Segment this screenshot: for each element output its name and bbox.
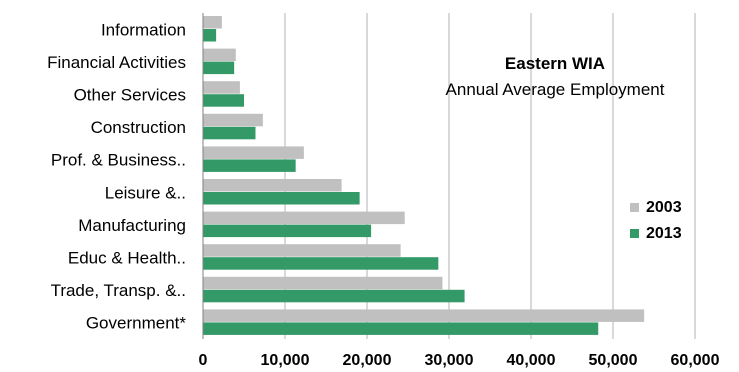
category-label-0: Information [101,20,186,39]
bar-2003-6 [203,211,405,225]
bar-2003-4 [203,146,304,159]
bar-2013-0 [203,29,217,42]
category-label-7: Educ & Health.. [68,249,186,268]
bar-2013-9 [203,322,599,335]
bar-2013-4 [203,159,296,172]
bar-2003-7 [203,244,401,257]
category-label-2: Other Services [74,86,186,105]
category-labels: Information Financial Activities Other Ser… [47,20,186,332]
bar-2003-9 [203,309,645,322]
legend-label-2013: 2013 [646,225,682,242]
bar-2013-1 [203,61,235,75]
category-label-1: Financial Activities [47,53,186,72]
x-tick-label-6: 60,000 [671,352,720,369]
x-tick-label-5: 50,000 [589,352,638,369]
category-label-3: Construction [91,118,186,137]
bars [203,16,645,335]
category-label-8: Trade, Transp. &.. [51,281,186,300]
bar-2013-8 [203,289,465,303]
bar-2013-7 [203,257,439,270]
bar-2003-8 [203,276,443,290]
bar-2003-3 [203,113,263,127]
chart-title: Eastern WIA [505,54,605,73]
x-tick-labels: 0 10,000 20,000 30,000 40,000 50,000 60,000 [199,352,720,369]
bar-2003-1 [203,48,236,62]
bar-2013-5 [203,192,360,205]
x-tick-label-3: 30,000 [425,352,474,369]
bar-2003-2 [203,81,240,94]
legend: 2003 2013 [630,199,682,242]
x-tick-label-4: 40,000 [507,352,556,369]
chart-subtitle: Annual Average Employment [446,80,665,99]
legend-swatch-2013 [630,229,639,238]
category-label-4: Prof. & Business.. [51,151,186,170]
bar-2013-2 [203,94,244,107]
legend-swatch-2003 [630,203,639,212]
bar-2013-3 [203,126,256,140]
bar-2003-5 [203,179,342,192]
gridlines [284,13,696,339]
x-tick-label-2: 20,000 [343,352,392,369]
legend-label-2003: 2003 [646,199,682,216]
x-tick-label-1: 10,000 [261,352,310,369]
x-tick-label-0: 0 [199,352,208,369]
category-label-5: Leisure &.. [105,183,186,202]
bar-2013-6 [203,224,372,238]
category-label-6: Manufacturing [78,216,186,235]
category-label-9: Government* [86,314,187,333]
bar-2003-0 [203,16,222,29]
